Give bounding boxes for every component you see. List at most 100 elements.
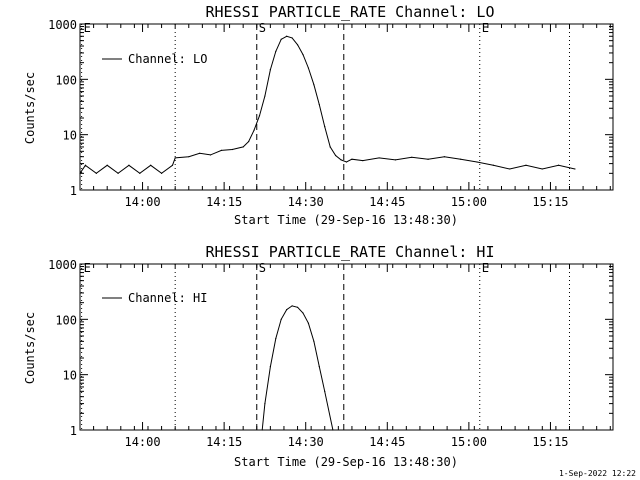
data-point — [291, 305, 293, 307]
y-tick-label: 1 — [70, 184, 77, 198]
data-point — [79, 172, 81, 174]
data-point — [264, 402, 266, 405]
data-point — [106, 164, 108, 166]
data-point — [525, 164, 527, 166]
time-marker-label: E — [482, 21, 489, 35]
data-point — [209, 154, 212, 156]
chart-title: RHESSI PARTICLE_RATE Channel: LO — [206, 3, 495, 21]
x-tick-label: 14:15 — [206, 195, 242, 209]
data-point — [307, 67, 310, 69]
data-point — [302, 53, 304, 56]
data-point — [150, 164, 152, 166]
data-point — [302, 312, 304, 314]
y-tick-label: 1000 — [48, 18, 77, 32]
time-marker-label: E — [84, 261, 91, 275]
data-point — [324, 125, 326, 128]
data-point — [443, 156, 445, 158]
data-point — [117, 172, 119, 174]
data-point — [411, 156, 413, 158]
y-tick-label: 10 — [63, 129, 77, 143]
data-point — [296, 44, 299, 46]
data-point — [307, 322, 310, 324]
time-marker-label: E — [482, 261, 489, 275]
y-tick-label: 1 — [70, 424, 77, 438]
data-point — [351, 158, 353, 160]
data-point — [378, 157, 380, 159]
data-point — [318, 103, 320, 106]
time-marker-label: S — [259, 261, 266, 275]
data-point — [261, 429, 263, 431]
data-point — [280, 38, 282, 40]
data-point — [188, 156, 190, 158]
data-point — [476, 161, 478, 163]
x-tick-label: 15:15 — [532, 435, 568, 449]
x-tick-label: 15:15 — [532, 195, 568, 209]
data-point — [258, 115, 261, 117]
data-point — [313, 340, 315, 342]
data-point — [269, 68, 271, 71]
data-point — [340, 159, 342, 161]
x-axis-label: Start Time (29-Sep-16 13:48:30) — [234, 455, 458, 469]
time-marker-label: E — [84, 21, 91, 35]
data-point — [286, 308, 288, 311]
x-axis-label: Start Time (29-Sep-16 13:48:30) — [234, 213, 458, 227]
data-point — [275, 50, 277, 52]
data-point — [460, 158, 462, 160]
data-point — [492, 164, 494, 166]
data-point — [558, 164, 560, 166]
data-point — [128, 164, 130, 166]
data-point — [160, 172, 163, 174]
data-point — [324, 390, 326, 392]
data-point — [291, 37, 293, 39]
legend: Channel: LO — [102, 52, 207, 66]
y-tick-label: 10 — [63, 369, 77, 383]
data-point — [171, 164, 174, 166]
x-tick-label: 15:00 — [451, 435, 487, 449]
x-tick-label: 14:15 — [206, 435, 242, 449]
data-point — [541, 168, 543, 170]
data-point — [199, 152, 201, 154]
data-point — [329, 146, 331, 148]
plot-frame — [79, 23, 614, 191]
data-point — [231, 148, 233, 151]
legend: Channel: HI — [102, 291, 207, 305]
data-point — [174, 157, 176, 159]
data-point — [264, 95, 266, 97]
data-point — [286, 35, 288, 37]
legend-label: Channel: LO — [128, 52, 207, 66]
data-point — [253, 129, 255, 131]
data-point — [280, 318, 282, 320]
data-point — [84, 164, 87, 166]
data-point — [313, 84, 315, 86]
data-point — [248, 140, 250, 143]
x-tick-label: 14:00 — [124, 435, 160, 449]
data-point — [95, 172, 97, 174]
data-point — [335, 154, 337, 157]
x-tick-label: 14:30 — [288, 195, 324, 209]
x-tick-label: 14:00 — [124, 195, 160, 209]
chart-title: RHESSI PARTICLE_RATE Channel: HI — [206, 243, 495, 261]
panel-lo: RHESSI PARTICLE_RATE Channel: LO Start T… — [23, 3, 614, 227]
data-point — [509, 168, 511, 170]
data-point — [318, 365, 320, 368]
data-point — [362, 159, 364, 162]
y-tick-label: 1000 — [48, 258, 77, 272]
series-line — [261, 305, 334, 431]
data-point — [427, 158, 429, 160]
data-point — [394, 159, 397, 161]
data-point — [220, 149, 223, 151]
x-tick-label: 14:45 — [369, 435, 405, 449]
data-point — [139, 172, 141, 174]
y-tick-label: 100 — [55, 73, 77, 87]
panel-hi: RHESSI PARTICLE_RATE Channel: HI Start T… — [23, 243, 614, 469]
time-marker-label: S — [259, 21, 266, 35]
data-point — [275, 337, 277, 340]
data-point — [242, 146, 244, 148]
x-tick-label: 14:30 — [288, 435, 324, 449]
data-point — [269, 365, 271, 368]
legend-label: Channel: HI — [128, 291, 207, 305]
y-axis-label: Counts/sec — [23, 72, 37, 144]
footer-timestamp: 1-Sep-2022 12:22 — [559, 469, 636, 478]
x-tick-label: 15:00 — [451, 195, 487, 209]
